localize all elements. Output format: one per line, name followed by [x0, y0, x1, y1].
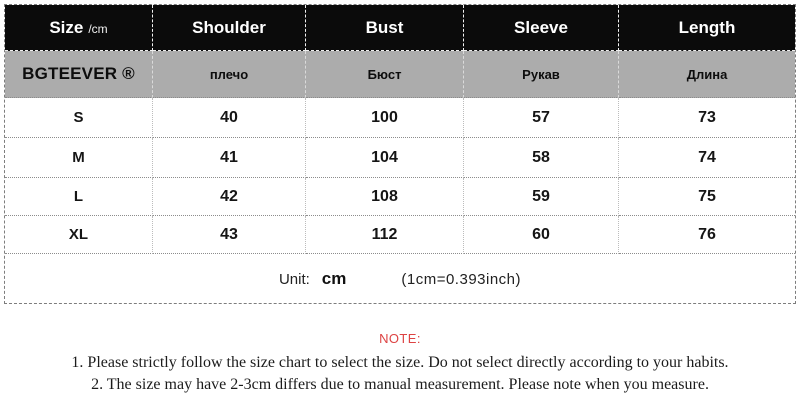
subheader-bust-ru: Бюст [306, 51, 464, 98]
size-chart-header: Size/cm Shoulder Bust Sleeve Length [5, 5, 795, 51]
shoulder-value: 41 [153, 138, 306, 178]
col-header-shoulder: Shoulder [153, 5, 306, 51]
size-label: Size [49, 17, 84, 37]
notes-section: NOTE: 1. Please strictly follow the size… [0, 331, 800, 396]
sleeve-value: 59 [464, 178, 619, 216]
unit-cell: Unit: cm (1cm=0.393inch) [5, 254, 795, 303]
subheader-shoulder-ru: плечо [153, 51, 306, 98]
sleeve-value: 58 [464, 138, 619, 178]
brand-name: BGTEEVER ® [5, 51, 153, 98]
shoulder-value: 42 [153, 178, 306, 216]
col-header-bust: Bust [306, 5, 464, 51]
note-line-1: 1. Please strictly follow the size chart… [71, 354, 729, 371]
unit-conversion: (1cm=0.393inch) [401, 270, 522, 288]
col-header-size: Size/cm [5, 5, 153, 51]
bust-value: 108 [306, 178, 464, 216]
table-row-m: M 41 104 58 74 [5, 138, 795, 178]
table-row-xl: XL 43 112 60 76 [5, 216, 795, 254]
table-row-s: S 40 100 57 73 [5, 98, 795, 138]
col-header-sleeve: Sleeve [464, 5, 619, 51]
bust-value: 100 [306, 98, 464, 138]
size-chart-table: Size/cm Shoulder Bust Sleeve Length BGTE… [4, 4, 796, 304]
translation-row: BGTEEVER ® плечо Бюст Рукав Длина [5, 51, 795, 98]
shoulder-value: 43 [153, 216, 306, 254]
bust-value: 112 [306, 216, 464, 254]
length-value: 75 [619, 178, 795, 216]
length-value: 76 [619, 216, 795, 254]
sleeve-value: 57 [464, 98, 619, 138]
size-cell: XL [5, 216, 153, 254]
shoulder-value: 40 [153, 98, 306, 138]
size-unit-suffix: /cm [88, 21, 108, 36]
length-value: 74 [619, 138, 795, 178]
length-value: 73 [619, 98, 795, 138]
subheader-sleeve-ru: Рукав [464, 51, 619, 98]
header-row: Size/cm Shoulder Bust Sleeve Length [5, 5, 795, 51]
col-header-length: Length [619, 5, 795, 51]
unit-row: Unit: cm (1cm=0.393inch) [5, 254, 795, 303]
size-cell: M [5, 138, 153, 178]
note-title: NOTE: [379, 331, 421, 346]
note-line-2: 2. The size may have 2-3cm differs due t… [91, 376, 709, 393]
table-row-l: L 42 108 59 75 [5, 178, 795, 216]
size-cell: L [5, 178, 153, 216]
unit-label: Unit: [278, 270, 310, 288]
subheader-length-ru: Длина [619, 51, 795, 98]
size-cell: S [5, 98, 153, 138]
bust-value: 104 [306, 138, 464, 178]
sleeve-value: 60 [464, 216, 619, 254]
unit-value: cm [321, 268, 347, 288]
